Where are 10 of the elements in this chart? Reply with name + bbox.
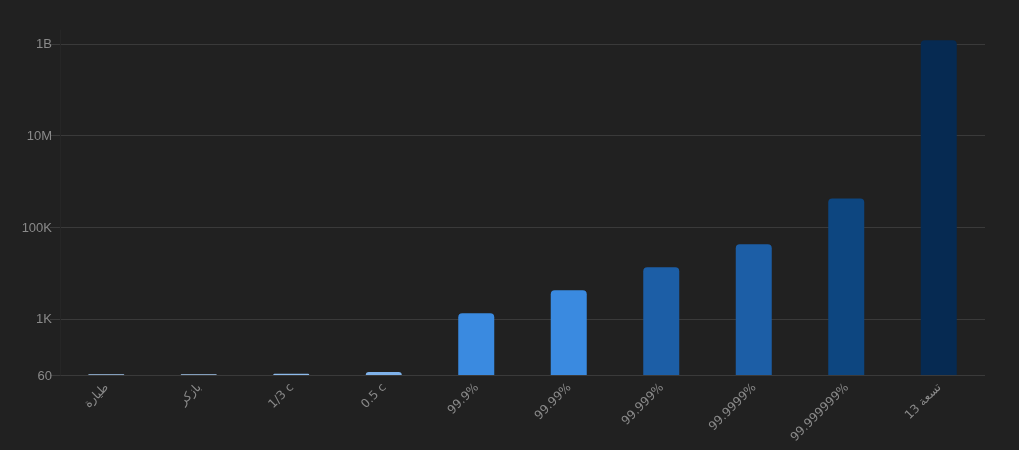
y-tick-label: 100K <box>21 219 53 235</box>
x-tick-label: 1/3 c <box>265 380 297 411</box>
y-tick-label: 1B <box>36 36 52 52</box>
x-tick-label: تسعة 13 <box>901 380 944 422</box>
y-tick-label: 10M <box>26 128 52 144</box>
y-tick-label: 60 <box>37 367 52 383</box>
x-tick-label: طيارة <box>80 380 112 412</box>
x-tick-label: 0.5 c <box>357 380 389 411</box>
y-tick-label: 1K <box>36 311 53 327</box>
x-tick-label: بازكر <box>175 380 205 410</box>
